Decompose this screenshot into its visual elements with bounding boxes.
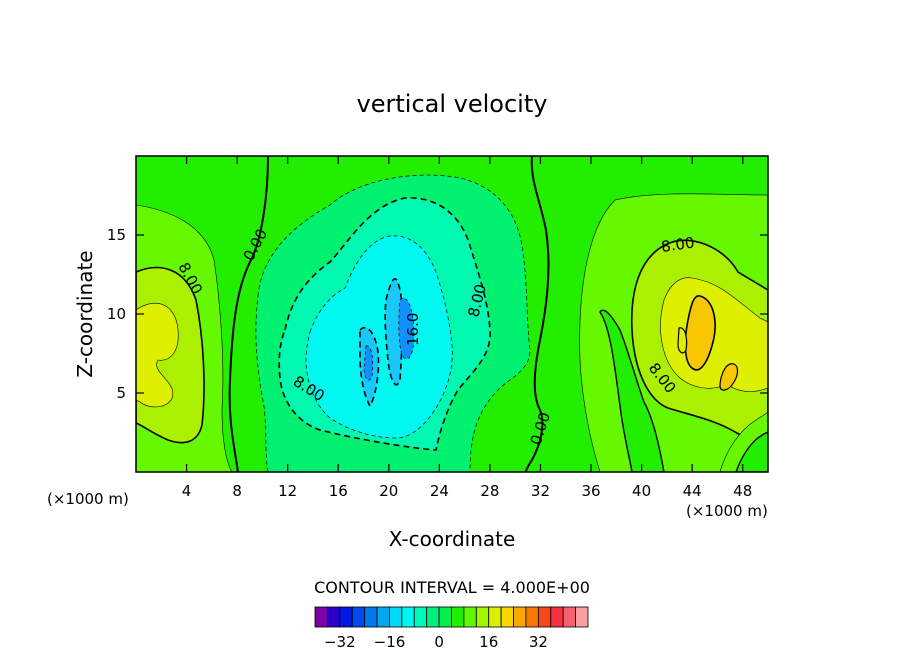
x-tick-label: 32: [531, 482, 550, 500]
colorbar-cell: [575, 606, 589, 628]
y-axis: 5 10 15: [107, 226, 768, 402]
x-tick-label: 48: [733, 482, 752, 500]
colorbar-cell: [513, 606, 527, 628]
fill-positive-right-16b: [719, 363, 739, 391]
fill-positive-right-small: [677, 327, 688, 354]
colorbar-tick-label: 16: [479, 633, 498, 651]
y-tick-label: 5: [116, 384, 126, 402]
colorbar-cell: [327, 606, 341, 628]
colorbar-cell: [550, 606, 564, 628]
colorbar-cell: [525, 606, 539, 628]
colorbar-cell: [314, 606, 328, 628]
colorbar-cell: [339, 606, 353, 628]
colorbar-tick-label: −32: [324, 633, 356, 651]
x-tick-label: 44: [683, 482, 702, 500]
x-tick-label: 12: [278, 482, 297, 500]
colorbar-cell: [376, 606, 390, 628]
x-tick-label: 8: [232, 482, 242, 500]
chart-title: vertical velocity: [357, 90, 548, 118]
x-tick-label: 40: [632, 482, 651, 500]
x-tick-label: 24: [430, 482, 449, 500]
colorbar-cell: [401, 606, 415, 628]
fill-negative-12: [305, 235, 453, 439]
colorbar-cell: [500, 606, 514, 628]
y-tick-label: 15: [107, 226, 126, 244]
colorbar-cell: [438, 606, 452, 628]
x-tick-label: 36: [581, 482, 600, 500]
x-axis-label: X-coordinate: [389, 527, 516, 551]
fill-positive-right-16: [684, 295, 716, 371]
x-tick-label: 4: [182, 482, 192, 500]
colorbar-tick-label: −16: [374, 633, 406, 651]
contour-label-right-8a: 8.00: [660, 233, 696, 255]
colorbar-cell: [463, 606, 477, 628]
colorbar: −32 −16 0 16 32: [314, 606, 589, 651]
x-unit-left: (×1000 m): [47, 490, 129, 508]
colorbar-cell: [389, 606, 403, 628]
contour-zero-left: [228, 156, 269, 472]
x-tick-label: 28: [480, 482, 499, 500]
colorbar-tick-label: 0: [434, 633, 444, 651]
x-tick-label: 20: [379, 482, 398, 500]
y-tick-label: 10: [107, 305, 126, 323]
contour-interval: CONTOUR INTERVAL = 4.000E+00: [314, 578, 590, 597]
colorbar-cell: [475, 606, 490, 628]
x-tick-label: 16: [329, 482, 348, 500]
colorbar-cell: [488, 606, 502, 628]
colorbar-cell: [413, 606, 428, 628]
colorbar-cell: [451, 606, 465, 628]
colorbar-cell: [351, 606, 366, 628]
fill-negative-20: [363, 297, 415, 381]
x-unit-right: (×1000 m): [686, 502, 768, 520]
plot-area: 0.00 0.00 8.00 8.00 8.00 8.00 8.00 16.0: [135, 155, 769, 473]
colorbar-cell: [364, 606, 378, 628]
colorbar-cell: [426, 606, 440, 628]
y-axis-label: Z-coordinate: [73, 250, 97, 377]
x-axis: 4 8 12 16 20 24 28 32 36 40 44 48: [182, 156, 752, 500]
contour-label-center-16: 16.0: [404, 313, 422, 346]
colorbar-cell: [562, 606, 576, 628]
contour-zero-right: [525, 156, 550, 472]
colorbar-tick-label: 32: [529, 633, 548, 651]
colorbar-cell: [537, 606, 552, 628]
fill-positive-left-12: [136, 302, 179, 408]
fill-lower-right-trough: [599, 309, 665, 472]
